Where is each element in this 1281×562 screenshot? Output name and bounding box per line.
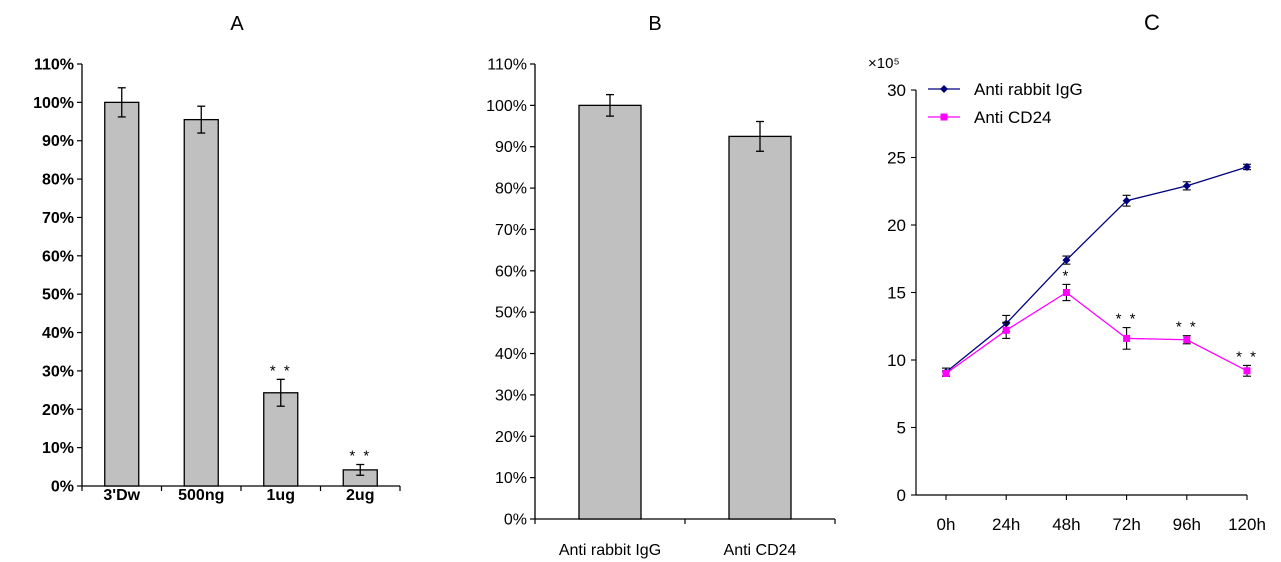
data-point: [1122, 196, 1131, 205]
y-tick-label: 50%: [495, 305, 527, 322]
y-tick-label: 15: [887, 284, 906, 303]
y-tick-label: 70%: [495, 222, 527, 239]
y-tick-label: 25: [887, 149, 906, 168]
bar: [104, 101, 140, 487]
error-bar: [117, 87, 126, 118]
bar: [183, 118, 219, 487]
legend-item: Anti rabbit IgG: [928, 80, 1083, 99]
error-bar: [197, 105, 206, 134]
bar: [578, 104, 642, 520]
bars: * * * *: [104, 87, 378, 487]
data-point: [1062, 256, 1071, 265]
legend-marker: [940, 113, 948, 121]
x-tick-label: 0h: [937, 515, 956, 534]
legend-label: Anti rabbit IgG: [974, 80, 1083, 99]
x-ticks: 0h 24h 48h 72h 96h 120h: [937, 495, 1266, 534]
data-point: [1183, 336, 1191, 344]
significance-marker: * *: [349, 448, 371, 465]
chart-title: B: [648, 13, 661, 35]
y-tick-label: 0: [897, 486, 906, 505]
legend-item: Anti CD24: [928, 108, 1051, 127]
y-tick-label: 20: [887, 216, 906, 235]
y-tick-label: 10: [887, 351, 906, 370]
series-line: [945, 166, 1248, 373]
error-bar: [606, 93, 614, 117]
y-tick-label: 90%: [495, 139, 527, 156]
x-tick-label: 2ug: [346, 487, 374, 504]
chart-title: A: [230, 13, 244, 35]
x-tick-label: 120h: [1228, 515, 1266, 534]
x-tick-label: 48h: [1052, 515, 1080, 534]
y-tick-label: 100%: [33, 95, 74, 112]
x-tick-label: 96h: [1173, 515, 1201, 534]
y-tick-label: 10%: [495, 470, 527, 487]
significance-marker: * *: [270, 362, 292, 379]
error-bar: [356, 463, 365, 476]
y-tick-label: 90%: [42, 133, 74, 150]
legend-label: Anti CD24: [974, 108, 1051, 127]
y-tick-label: 110%: [487, 57, 527, 74]
data-point: [1243, 162, 1251, 171]
y-ticks: 0% 10% 20% 30% 40% 50% 60% 70% 80% 90% 100% 110%: [33, 57, 82, 496]
x-tick-label: 500ng: [178, 487, 224, 504]
data-point: [1243, 367, 1251, 375]
data-point: [1002, 326, 1010, 334]
series-anti-rabbit-igg: [942, 162, 1251, 377]
y-tick-label: 100%: [486, 98, 527, 115]
error-bar: [276, 378, 285, 407]
error-bar: [756, 120, 764, 152]
data-point: [1062, 289, 1070, 296]
x-tick-label: 1ug: [267, 487, 295, 504]
y-tick-label: 30: [887, 81, 906, 100]
y-tick-label: 70%: [42, 210, 74, 227]
y-tick-label: 0%: [51, 479, 74, 496]
y-tick-label: 60%: [42, 248, 74, 265]
y-tick-label: 10%: [42, 440, 74, 457]
x-tick-label: Anti CD24: [724, 542, 797, 559]
y-multiplier: ×10⁵: [868, 55, 900, 72]
bar: [728, 135, 792, 520]
y-ticks: 0 5 10 15 20 25 30: [887, 81, 916, 505]
axes: [915, 90, 1247, 496]
data-point: [942, 370, 950, 377]
y-tick-label: 5: [897, 419, 906, 438]
significance-marker: * *: [1236, 348, 1258, 365]
x-tick-label: 24h: [992, 515, 1020, 534]
x-ticks: Anti rabbit IgG Anti CD24: [534, 519, 836, 559]
y-tick-label: 50%: [42, 287, 74, 304]
significance-marker: *: [1062, 267, 1070, 284]
y-tick-label: 80%: [495, 181, 527, 198]
y-tick-label: 110%: [34, 57, 74, 74]
y-tick-label: 30%: [42, 363, 74, 380]
data-point: [1123, 334, 1131, 342]
y-tick-label: 60%: [495, 263, 527, 280]
data-point: [1182, 181, 1191, 190]
x-ticks: 3'Dw 500ng 1ug 2ug: [81, 486, 401, 504]
x-tick-label: 72h: [1112, 515, 1140, 534]
y-tick-label: 40%: [42, 325, 74, 342]
x-tick-label: Anti rabbit IgG: [559, 542, 661, 559]
y-tick-label: 0%: [504, 512, 527, 529]
y-tick-label: 80%: [42, 172, 74, 189]
legend-marker: [940, 85, 948, 93]
series-line: [945, 291, 1248, 375]
significance-marker: * *: [1176, 319, 1198, 336]
y-tick-label: 30%: [495, 387, 527, 404]
series-anti-cd24: * * * * * * *: [942, 267, 1258, 377]
chart-a: A 0% 10% 20% 30% 40% 50% 60% 70% 80% 90% 100% 110% 3'…: [33, 13, 401, 504]
y-tick-label: 20%: [42, 402, 74, 419]
y-tick-label: 40%: [495, 346, 527, 363]
x-tick-label: 3'Dw: [103, 487, 140, 504]
legend: Anti rabbit IgG Anti CD24: [928, 80, 1083, 127]
chart-b: B 0% 10% 20% 30% 40% 50% 60% 70% 80% 90% 100% 110% An…: [486, 13, 836, 559]
y-ticks: 0% 10% 20% 30% 40% 50% 60% 70% 80% 90% 100% 110%: [486, 57, 535, 529]
bars: [578, 93, 792, 520]
significance-marker: * *: [1116, 311, 1138, 328]
chart-title: C: [1144, 10, 1160, 35]
y-tick-label: 20%: [495, 429, 527, 446]
